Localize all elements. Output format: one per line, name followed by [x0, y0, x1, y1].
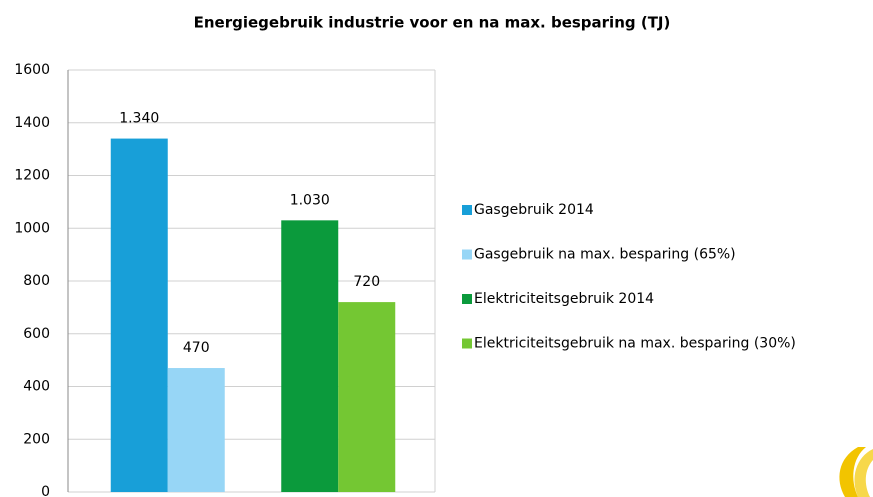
bar: [338, 302, 396, 492]
legend-swatch: [462, 249, 472, 260]
legend-swatch: [462, 294, 472, 304]
chart-title: Energiegebruik industrie voor en na max.…: [194, 14, 671, 32]
y-tick-label: 600: [23, 326, 50, 342]
legend-swatch: [462, 338, 472, 349]
y-tick-label: 0: [41, 484, 50, 497]
y-tick-label: 400: [23, 379, 50, 395]
y-tick-label: 1600: [14, 62, 50, 78]
bar: [110, 138, 168, 492]
y-tick-label: 800: [23, 273, 50, 289]
value-label: 720: [353, 274, 380, 290]
y-tick-label: 1400: [14, 115, 50, 131]
y-tick-label: 1200: [14, 168, 50, 184]
legend-label: Gasgebruik 2014: [474, 202, 594, 218]
y-tick-label: 200: [23, 431, 50, 447]
value-label: 1.340: [119, 111, 159, 127]
legend-swatch: [462, 205, 472, 215]
value-label: 1.030: [290, 192, 330, 208]
legend-label: Elektriciteitsgebruik na max. besparing …: [474, 336, 796, 352]
y-tick-label: 1000: [14, 220, 50, 236]
legend-label: Gasgebruik na max. besparing (65%): [474, 247, 736, 263]
logo: [839, 447, 873, 497]
value-label: 470: [183, 340, 210, 356]
legend-label: Elektriciteitsgebruik 2014: [474, 291, 654, 307]
bar: [281, 220, 339, 492]
bar: [167, 368, 225, 492]
